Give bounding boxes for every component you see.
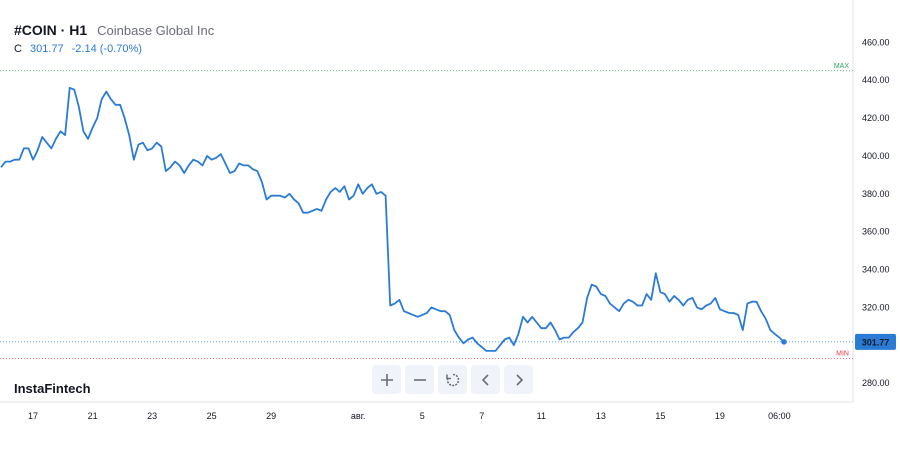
close-change: -2.14 (-0.70%) <box>71 43 142 55</box>
minus-icon <box>413 378 426 381</box>
chevron-right-icon <box>515 373 523 386</box>
x-tick-label: 21 <box>88 411 98 421</box>
scroll-left-button[interactable] <box>471 365 500 394</box>
chevron-left-icon <box>481 373 489 386</box>
price-series-line <box>0 86 785 352</box>
close-value: 301.77 <box>29 43 64 55</box>
plus-icon <box>380 373 393 386</box>
y-tick-label: 280.00 <box>862 378 890 388</box>
chart-toolbar <box>372 365 533 394</box>
zoom-out-button[interactable] <box>405 365 434 394</box>
ohlc-readout: C 301.77 -2.14 (-0.70%) <box>14 43 214 55</box>
y-tick-label: 420.00 <box>862 113 890 123</box>
x-tick-label: 29 <box>266 411 276 421</box>
last-price-tag <box>855 333 896 350</box>
y-tick-label: 320.00 <box>862 302 890 312</box>
scroll-right-button[interactable] <box>504 365 533 394</box>
x-tick-label: 19 <box>715 411 725 421</box>
x-tick-label: 13 <box>596 411 606 421</box>
max-label: MAX <box>834 63 850 70</box>
y-tick-label: 460.00 <box>862 37 890 47</box>
last-price-label: 301.77 <box>862 337 890 347</box>
x-tick-label: авг. <box>351 411 365 421</box>
x-tick-label: 7 <box>479 411 484 421</box>
min-label: MIN <box>836 350 849 357</box>
zoom-in-button[interactable] <box>372 365 401 394</box>
x-tick-label: 5 <box>420 411 425 421</box>
brand-logo: InstaFintech <box>14 381 91 396</box>
reset-icon <box>445 373 459 386</box>
x-tick-label: 17 <box>28 411 38 421</box>
y-tick-label: 400.00 <box>862 151 890 161</box>
x-tick-label: 06:00 <box>768 411 791 421</box>
close-label: C <box>14 43 22 55</box>
x-tick-label: 25 <box>207 411 217 421</box>
symbol-label: #COIN · H1 <box>14 22 88 38</box>
x-tick-label: 15 <box>655 411 665 421</box>
company-name: Coinbase Global Inc <box>97 23 215 38</box>
y-tick-label: 360.00 <box>862 227 890 237</box>
last-point-marker <box>781 339 787 345</box>
reset-button[interactable] <box>438 365 467 394</box>
y-tick-label: 380.00 <box>862 189 890 199</box>
x-tick-label: 23 <box>147 411 157 421</box>
x-tick-label: 11 <box>537 411 546 421</box>
y-tick-label: 440.00 <box>862 75 890 85</box>
chart-header: #COIN · H1 Coinbase Global Inc C 301.77 … <box>14 22 214 55</box>
y-tick-label: 340.00 <box>862 265 890 275</box>
